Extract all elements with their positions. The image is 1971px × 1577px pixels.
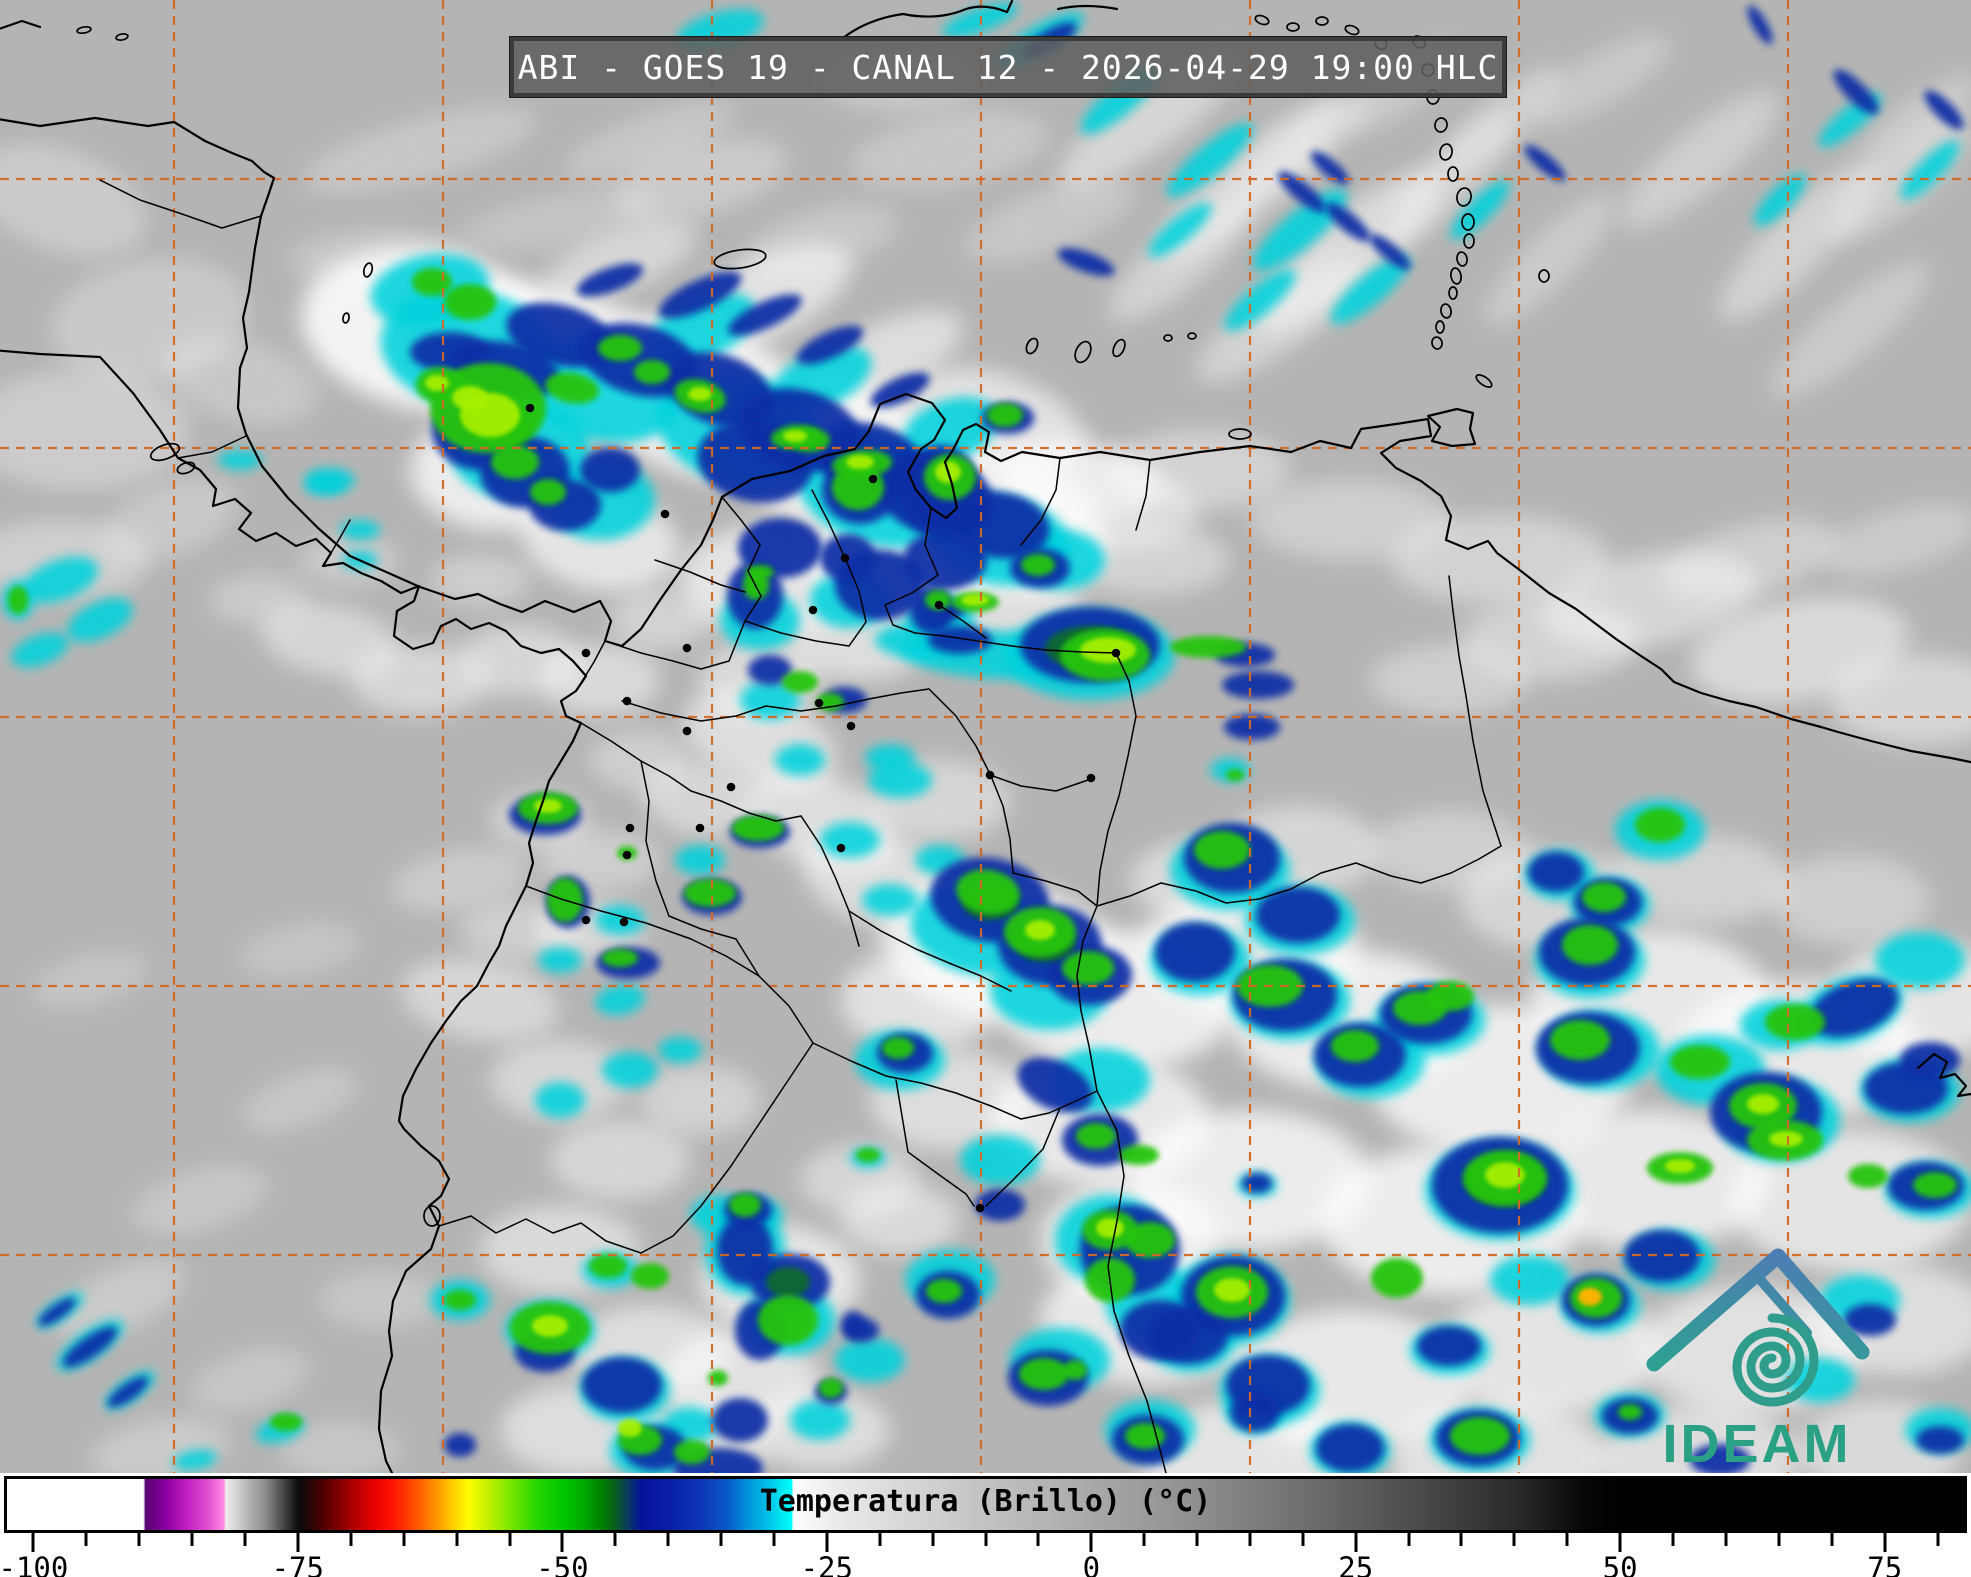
colorbar-tick [1142, 1533, 1146, 1546]
colorbar-tick-labels: -100 -75 -50 -25 0 25 50 75 [0, 1551, 1964, 1577]
colorbar-tick [1407, 1533, 1411, 1546]
colorbar-tick-label: -50 [536, 1551, 589, 1577]
colorbar-gradient [4, 1476, 1967, 1533]
colorbar-tick [1089, 1533, 1093, 1552]
colorbar-tick [1248, 1533, 1252, 1546]
cloud-layer-bright-core [425, 375, 1803, 1437]
title-bar: ABI - GOES 19 - CANAL 12 - 2026-04-29 19… [509, 36, 1507, 98]
colorbar-title: Temperatura (Brillo) (°C) [759, 1484, 1212, 1519]
colorbar-tick-label: 50 [1602, 1551, 1638, 1577]
colorbar-tick [508, 1533, 512, 1546]
colorbar-tick [137, 1533, 141, 1546]
colorbar-tick [1830, 1533, 1834, 1546]
colorbar-tick [1936, 1533, 1940, 1546]
satellite-map: IDEAM [0, 0, 1971, 1473]
colorbar-tick [1618, 1533, 1622, 1552]
cloud-layer-green [8, 268, 1957, 1464]
colorbar-tick [825, 1533, 829, 1552]
colorbar-tick [31, 1533, 35, 1552]
cloud-layer-hot-core [1578, 1288, 1602, 1306]
colorbar-tick-label: -75 [271, 1551, 324, 1577]
colorbar-tick [1512, 1533, 1516, 1546]
ideam-spiral-icon [1732, 1313, 1819, 1407]
city-dots [525, 403, 1121, 1213]
colorbar-tick [1777, 1533, 1781, 1546]
colorbar-tick [719, 1533, 723, 1546]
colorbar-tick [931, 1533, 935, 1546]
colorbar-tick [190, 1533, 194, 1546]
colorbar-tick [243, 1533, 247, 1546]
colorbar-tick-label: 75 [1867, 1551, 1903, 1577]
colorbar-tick [1354, 1533, 1358, 1552]
colorbar-tick [84, 1533, 88, 1546]
coastlines [0, 0, 1971, 1473]
colorbar: Temperatura (Brillo) (°C) -100 -75 -50 -25 0… [0, 1473, 1971, 1577]
colorbar-ticks [7, 1533, 1964, 1553]
title-text: ABI - GOES 19 - CANAL 12 - 2026-04-29 19… [517, 47, 1499, 87]
colorbar-tick-label: 25 [1338, 1551, 1374, 1577]
ideam-mountain-icon [1646, 1248, 1870, 1372]
colorbar-tick [772, 1533, 776, 1546]
colorbar-tick [1565, 1533, 1569, 1546]
colorbar-tick [1036, 1533, 1040, 1546]
colorbar-tick [1724, 1533, 1728, 1546]
colorbar-tick [402, 1533, 406, 1546]
colorbar-tick [878, 1533, 882, 1546]
colorbar-tick [349, 1533, 353, 1546]
colorbar-tick [1195, 1533, 1199, 1546]
colorbar-tick [1671, 1533, 1675, 1546]
colorbar-tick [296, 1533, 300, 1552]
graticule-grid [0, 0, 1971, 1473]
colorbar-tick [613, 1533, 617, 1546]
ideam-logo: IDEAM [1646, 1248, 1870, 1473]
colorbar-tick-label: -100 [0, 1551, 69, 1577]
colorbar-tick [1459, 1533, 1463, 1546]
colorbar-tick-label: -25 [800, 1551, 853, 1577]
colorbar-tick [560, 1533, 564, 1552]
colorbar-tick [455, 1533, 459, 1546]
political-borders [99, 179, 1502, 1473]
ideam-logo-text: IDEAM [1663, 1414, 1852, 1473]
colorbar-tick [1301, 1533, 1305, 1546]
colorbar-tick [1883, 1533, 1887, 1552]
colorbar-tick-label: 0 [1082, 1551, 1101, 1577]
colorbar-tick [984, 1533, 987, 1546]
colorbar-tick [666, 1533, 670, 1546]
